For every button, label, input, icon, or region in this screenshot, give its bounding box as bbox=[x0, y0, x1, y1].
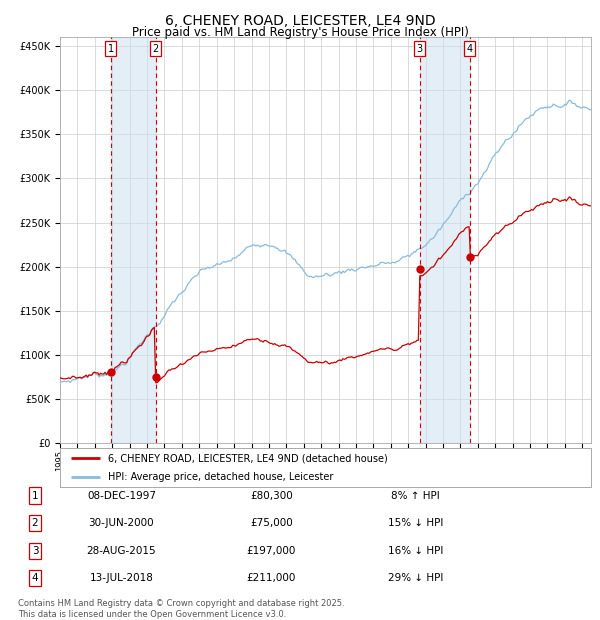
Text: 15% ↓ HPI: 15% ↓ HPI bbox=[388, 518, 443, 528]
Text: £197,000: £197,000 bbox=[247, 546, 296, 556]
Bar bbox=[111, 37, 156, 443]
Text: 8% ↑ HPI: 8% ↑ HPI bbox=[391, 490, 440, 500]
Text: 4: 4 bbox=[32, 574, 38, 583]
Text: Price paid vs. HM Land Registry's House Price Index (HPI): Price paid vs. HM Land Registry's House … bbox=[131, 26, 469, 39]
Text: Contains HM Land Registry data © Crown copyright and database right 2025.
This d: Contains HM Land Registry data © Crown c… bbox=[18, 600, 344, 619]
Text: £75,000: £75,000 bbox=[250, 518, 293, 528]
Text: 1: 1 bbox=[108, 43, 114, 54]
Text: 6, CHENEY ROAD, LEICESTER, LE4 9ND: 6, CHENEY ROAD, LEICESTER, LE4 9ND bbox=[164, 14, 436, 28]
Text: £211,000: £211,000 bbox=[247, 574, 296, 583]
Text: 1: 1 bbox=[32, 490, 38, 500]
Text: 2: 2 bbox=[152, 43, 159, 54]
Text: 16% ↓ HPI: 16% ↓ HPI bbox=[388, 546, 443, 556]
Text: HPI: Average price, detached house, Leicester: HPI: Average price, detached house, Leic… bbox=[108, 472, 333, 482]
Text: 30-JUN-2000: 30-JUN-2000 bbox=[89, 518, 154, 528]
Text: 29% ↓ HPI: 29% ↓ HPI bbox=[388, 574, 443, 583]
Text: 6, CHENEY ROAD, LEICESTER, LE4 9ND (detached house): 6, CHENEY ROAD, LEICESTER, LE4 9ND (deta… bbox=[108, 453, 388, 463]
Text: 28-AUG-2015: 28-AUG-2015 bbox=[86, 546, 156, 556]
Text: 3: 3 bbox=[32, 546, 38, 556]
Text: 2: 2 bbox=[32, 518, 38, 528]
Bar bbox=[419, 37, 470, 443]
Text: 4: 4 bbox=[467, 43, 473, 54]
Text: 13-JUL-2018: 13-JUL-2018 bbox=[89, 574, 154, 583]
Text: £80,300: £80,300 bbox=[250, 490, 293, 500]
Text: 3: 3 bbox=[416, 43, 423, 54]
Text: 08-DEC-1997: 08-DEC-1997 bbox=[87, 490, 156, 500]
